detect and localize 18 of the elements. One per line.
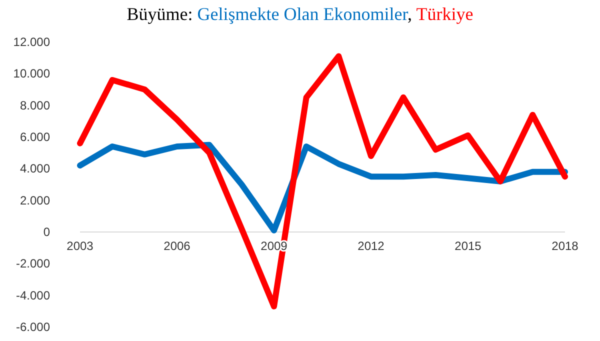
chart-title: Büyüme:: [126, 4, 193, 24]
y-tick-label: 8.000: [20, 98, 50, 112]
x-tick-label: 2015: [454, 239, 482, 253]
y-tick-label: 2.000: [20, 193, 50, 208]
y-tick-label: -6.000: [16, 320, 50, 334]
y-tick-label: 10.000: [13, 66, 50, 81]
y-tick-label: 0: [43, 225, 50, 239]
y-tick-label: 4.000: [20, 162, 50, 176]
x-tick-label: 2006: [164, 239, 191, 253]
x-tick-label: 2018: [552, 239, 579, 253]
y-tick-label: -4.000: [16, 288, 50, 302]
x-tick-label: 2012: [358, 239, 385, 253]
text: Türkiye: [416, 4, 474, 24]
y-tick-label: 6.000: [20, 130, 50, 144]
x-tick-label: 2003: [66, 239, 94, 253]
y-tick-label: 12.000: [13, 35, 50, 49]
text: ,: [408, 4, 416, 24]
y-tick-label: -2.000: [16, 256, 50, 271]
